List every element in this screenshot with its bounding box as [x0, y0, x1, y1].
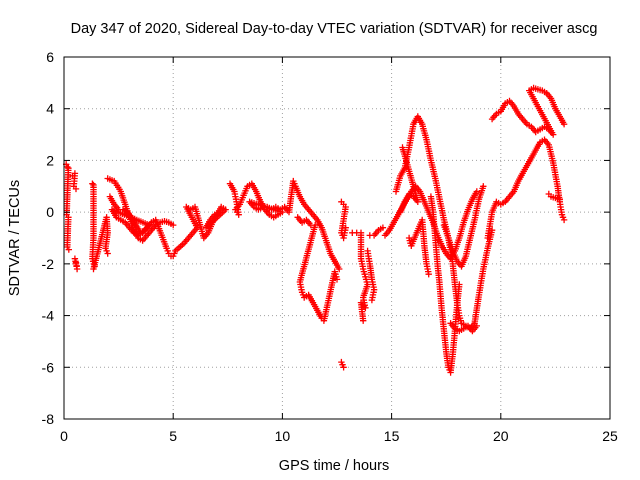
data-point	[340, 364, 347, 371]
data-point	[556, 196, 563, 203]
chart-title: Day 347 of 2020, Sidereal Day-to-day VTE…	[71, 21, 598, 37]
x-axis-label: GPS time / hours	[279, 458, 389, 474]
data-point	[473, 322, 480, 330]
data-point	[64, 163, 71, 171]
plot-frame	[63, 56, 611, 420]
data-point	[379, 224, 387, 231]
data-point	[399, 144, 406, 151]
data-point	[560, 121, 568, 128]
data-point	[425, 271, 432, 278]
y-tick-label: -4	[42, 308, 55, 324]
x-tick-label: 20	[493, 428, 509, 444]
data-point	[89, 180, 96, 187]
y-tick-label: -6	[42, 359, 55, 375]
y-tick-label: 2	[46, 152, 54, 168]
data-point	[170, 221, 177, 229]
data-point	[211, 211, 218, 218]
data-point	[104, 250, 111, 257]
data-point	[65, 246, 72, 253]
y-tick-label: -2	[42, 256, 55, 272]
x-tick-label: 0	[60, 428, 68, 444]
x-tick-label: 25	[602, 428, 618, 444]
y-tick-label: 0	[46, 204, 54, 220]
tick-labels: 0 5 10 15 20 25 -8 -6 -4 -2 0 2 4 6	[42, 49, 618, 444]
data-point	[72, 185, 80, 193]
y-tick-label: -8	[42, 411, 55, 427]
data-point	[368, 296, 376, 304]
y-axis-label: SDTVAR / TECUs	[7, 180, 23, 296]
y-tick-label: 6	[46, 49, 54, 65]
data-point	[336, 265, 343, 273]
data-point	[560, 216, 568, 224]
data-point	[72, 259, 80, 266]
data-point	[480, 183, 487, 190]
x-tick-label: 5	[169, 428, 177, 444]
data-points	[63, 84, 568, 376]
x-tick-label: 15	[384, 428, 400, 444]
data-point	[473, 188, 480, 195]
axis-ticks	[63, 56, 611, 420]
y-tick-label: 4	[46, 101, 54, 117]
data-point	[360, 317, 367, 324]
x-tick-label: 10	[275, 428, 291, 444]
data-point	[333, 276, 341, 283]
data-point	[342, 224, 349, 231]
